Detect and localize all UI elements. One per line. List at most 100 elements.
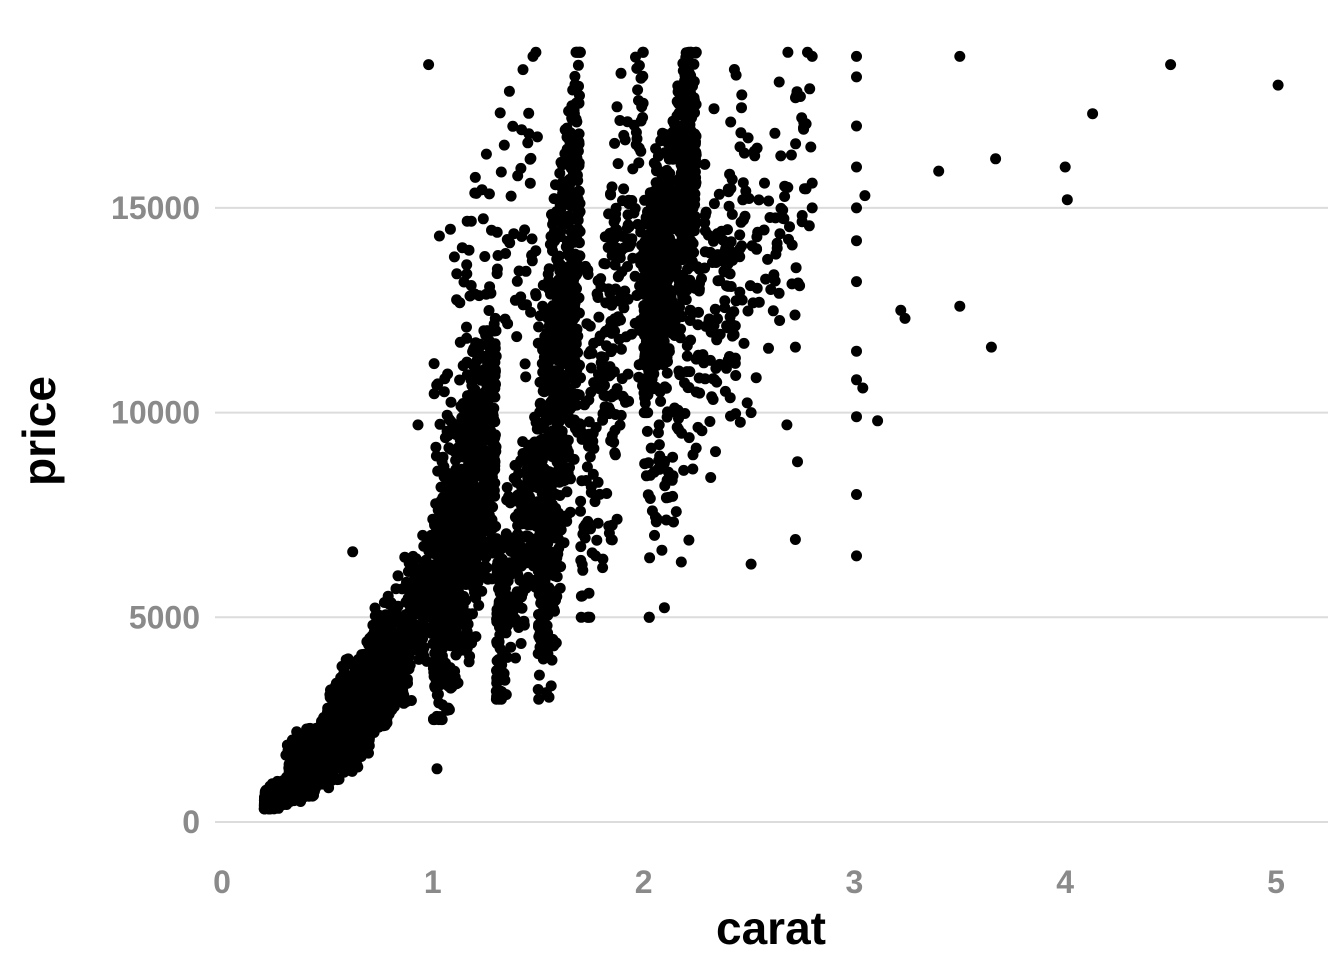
data-point <box>491 613 503 625</box>
data-point <box>451 547 463 559</box>
data-point <box>668 217 680 228</box>
data-point <box>629 270 641 282</box>
data-point <box>540 565 552 577</box>
data-point <box>543 320 555 332</box>
data-point <box>473 599 485 611</box>
data-point <box>537 593 549 605</box>
data-point <box>686 91 698 103</box>
data-point <box>350 657 361 669</box>
data-point <box>461 332 473 344</box>
data-point <box>736 89 748 101</box>
data-point <box>547 245 558 257</box>
data-point <box>451 268 463 280</box>
data-point <box>739 210 751 222</box>
data-point <box>605 189 617 201</box>
data-point <box>676 237 688 249</box>
data-point <box>483 188 495 200</box>
data-point <box>575 554 587 566</box>
data-point <box>684 315 696 326</box>
data-point <box>418 540 430 552</box>
data-point <box>661 367 673 379</box>
data-point <box>670 261 682 273</box>
data-point <box>446 521 458 533</box>
data-point <box>642 489 654 501</box>
data-point <box>482 455 494 467</box>
data-point <box>434 418 446 430</box>
data-point <box>402 566 414 577</box>
data-point <box>551 591 563 602</box>
data-point <box>684 366 696 378</box>
data-point <box>598 389 610 401</box>
data-point <box>668 308 680 320</box>
data-point <box>658 602 670 614</box>
data-point <box>545 680 557 692</box>
data-point <box>518 531 530 543</box>
data-point <box>533 321 545 333</box>
data-point <box>579 399 590 411</box>
data-point <box>348 738 360 750</box>
data-point <box>616 266 628 278</box>
data-point <box>562 218 574 230</box>
data-point <box>649 529 660 541</box>
data-point <box>537 581 549 593</box>
data-point <box>671 124 683 136</box>
data-point <box>730 69 742 81</box>
data-point <box>670 506 682 518</box>
data-point <box>319 764 331 776</box>
data-point <box>474 391 486 403</box>
data-point <box>557 475 569 487</box>
data-point <box>485 287 497 299</box>
data-point <box>352 713 364 725</box>
data-point <box>561 515 573 527</box>
data-point <box>444 640 456 652</box>
data-point <box>653 419 665 431</box>
data-point <box>575 495 587 507</box>
data-point <box>533 693 545 705</box>
data-point <box>568 236 580 248</box>
data-point <box>587 468 599 480</box>
data-point <box>523 476 535 488</box>
data-point <box>500 248 512 259</box>
data-point <box>591 534 603 546</box>
data-point <box>622 368 634 380</box>
data-point <box>606 227 618 239</box>
data-point <box>590 550 602 562</box>
data-point <box>655 395 667 407</box>
data-point <box>430 441 442 453</box>
data-point <box>535 528 547 540</box>
data-point <box>627 252 639 264</box>
data-point <box>467 494 479 506</box>
data-point <box>500 627 512 639</box>
data-point <box>489 391 501 403</box>
data-point <box>673 98 685 110</box>
data-point <box>430 498 442 510</box>
data-point <box>485 425 497 437</box>
data-point <box>617 390 629 402</box>
data-point <box>505 641 517 653</box>
data-point <box>327 765 339 777</box>
data-point <box>688 76 700 87</box>
data-point <box>563 197 575 209</box>
data-point <box>520 371 532 383</box>
data-point <box>483 305 495 316</box>
data-point <box>517 448 529 459</box>
data-point <box>509 459 521 471</box>
data-point <box>454 374 466 386</box>
data-point <box>432 524 444 536</box>
data-point <box>542 268 554 280</box>
data-point <box>476 585 488 597</box>
data-point <box>683 164 695 175</box>
data-point <box>543 691 555 703</box>
data-point <box>661 252 673 264</box>
data-point <box>429 666 441 678</box>
data-point <box>516 602 528 614</box>
data-point <box>606 327 618 339</box>
data-point <box>495 166 507 178</box>
data-point <box>432 584 443 596</box>
data-point <box>534 398 546 410</box>
data-point <box>681 340 693 352</box>
data-point <box>445 538 457 550</box>
data-point <box>483 335 495 347</box>
data-point <box>383 630 395 642</box>
data-point <box>582 611 594 623</box>
